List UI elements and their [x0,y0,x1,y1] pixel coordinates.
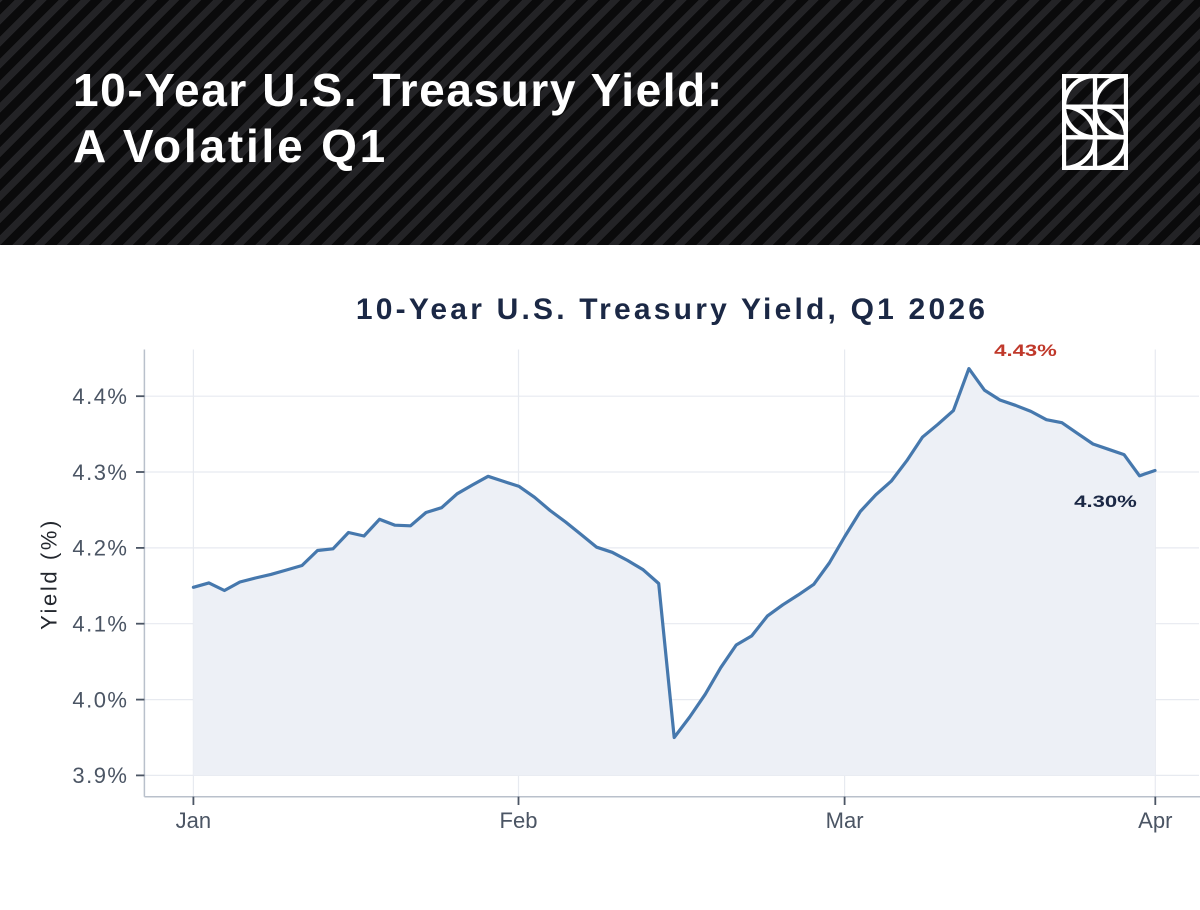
svg-text:4.30%: 4.30% [1074,492,1137,511]
svg-text:10-Year U.S. Treasury Yield, Q: 10-Year U.S. Treasury Yield, Q1 2026 [356,293,988,326]
svg-text:Feb: Feb [500,808,538,833]
svg-text:Apr: Apr [1138,808,1172,833]
svg-text:4.0%: 4.0% [72,687,128,712]
svg-text:4.1%: 4.1% [72,612,128,637]
svg-text:4.3%: 4.3% [72,460,128,485]
svg-text:3.9%: 3.9% [72,763,128,788]
svg-text:Mar: Mar [826,808,864,833]
svg-text:Jan: Jan [176,808,211,833]
svg-text:4.4%: 4.4% [72,384,128,409]
svg-text:4.2%: 4.2% [72,536,128,561]
svg-text:4.43%: 4.43% [994,341,1057,360]
svg-text:Yield (%): Yield (%) [37,518,62,630]
